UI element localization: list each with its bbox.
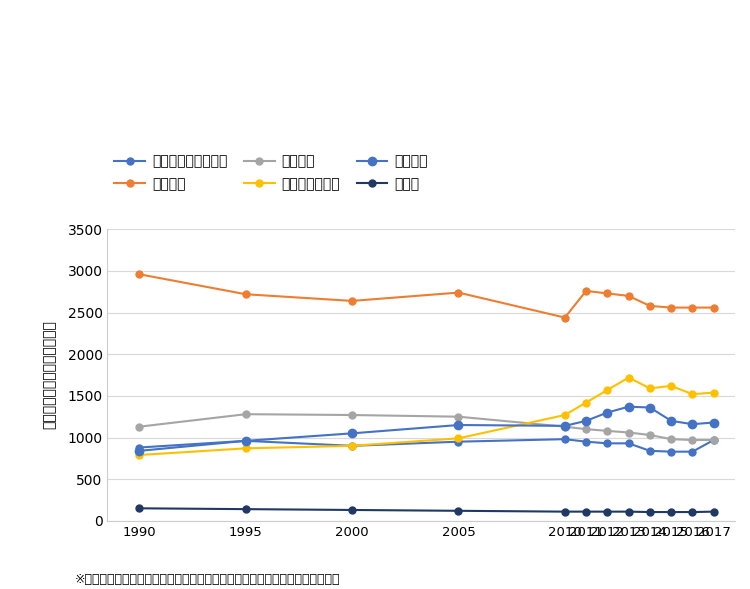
エネルギー転換部門 <box>667 448 676 455</box>
廃棄物 <box>646 508 655 515</box>
家庭部門 <box>646 404 655 411</box>
運輸部門 <box>624 429 633 436</box>
廃棄物 <box>347 507 356 514</box>
Legend: エネルギー転換部門, 産業部門, 運輸部門, 業務その他部門, 家庭部門, 廃棄物: エネルギー転換部門, 産業部門, 運輸部門, 業務その他部門, 家庭部門, 廃棄… <box>115 154 427 191</box>
産業部門 <box>710 304 718 311</box>
家庭部門 <box>710 419 718 426</box>
運輸部門 <box>710 436 718 444</box>
業務その他部門 <box>624 374 633 381</box>
エネルギー転換部門 <box>454 438 463 445</box>
業務その他部門 <box>581 399 590 406</box>
廃棄物 <box>242 505 250 512</box>
廃棄物 <box>688 508 697 515</box>
産業部門 <box>135 271 144 278</box>
廃棄物 <box>560 508 569 515</box>
エネルギー転換部門 <box>603 440 612 447</box>
産業部門 <box>667 304 676 311</box>
運輸部門 <box>242 411 250 418</box>
エネルギー転換部門 <box>242 437 250 444</box>
産業部門 <box>688 304 697 311</box>
業務その他部門 <box>646 385 655 392</box>
家庭部門 <box>688 421 697 428</box>
家庭部門 <box>242 437 250 444</box>
エネルギー転換部門 <box>581 438 590 445</box>
運輸部門 <box>135 423 144 430</box>
業務その他部門 <box>603 386 612 393</box>
廃棄物 <box>581 508 590 515</box>
運輸部門 <box>454 413 463 420</box>
Y-axis label: 二酸化炎素排出量（万トン）: 二酸化炎素排出量（万トン） <box>43 320 56 429</box>
運輸部門 <box>688 436 697 444</box>
廃棄物 <box>710 508 718 515</box>
エネルギー転換部門 <box>135 444 144 451</box>
運輸部門 <box>667 436 676 443</box>
産業部門 <box>646 302 655 309</box>
産業部門 <box>347 297 356 305</box>
産業部門 <box>581 287 590 294</box>
エネルギー転換部門 <box>560 436 569 443</box>
業務その他部門 <box>347 442 356 449</box>
運輸部門 <box>646 432 655 439</box>
Line: エネルギー転換部門: エネルギー転換部門 <box>136 436 717 455</box>
産業部門 <box>603 290 612 297</box>
エネルギー転換部門 <box>624 440 633 447</box>
運輸部門 <box>560 423 569 430</box>
家庭部門 <box>603 409 612 416</box>
業務その他部門 <box>710 389 718 396</box>
産業部門 <box>242 291 250 298</box>
エネルギー転換部門 <box>347 442 356 449</box>
Line: 家庭部門: 家庭部門 <box>135 402 718 455</box>
廃棄物 <box>624 508 633 515</box>
Line: 運輸部門: 運輸部門 <box>136 411 717 444</box>
廃棄物 <box>603 508 612 515</box>
業務その他部門 <box>688 391 697 398</box>
家庭部門 <box>581 418 590 425</box>
エネルギー転換部門 <box>710 436 718 444</box>
廃棄物 <box>135 505 144 512</box>
廃棄物 <box>454 507 463 514</box>
エネルギー転換部門 <box>688 448 697 455</box>
業務その他部門 <box>667 382 676 389</box>
エネルギー転換部門 <box>646 447 655 454</box>
産業部門 <box>454 289 463 296</box>
業務その他部門 <box>135 451 144 458</box>
業務その他部門 <box>242 445 250 452</box>
Line: 廃棄物: 廃棄物 <box>136 505 717 515</box>
家庭部門 <box>454 422 463 429</box>
Line: 産業部門: 産業部門 <box>136 271 717 321</box>
運輸部門 <box>347 412 356 419</box>
産業部門 <box>560 314 569 321</box>
家庭部門 <box>560 422 569 429</box>
運輸部門 <box>581 426 590 433</box>
業務その他部門 <box>560 412 569 419</box>
家庭部門 <box>624 403 633 410</box>
運輸部門 <box>603 427 612 434</box>
家庭部門 <box>667 418 676 425</box>
家庭部門 <box>135 447 144 454</box>
業務その他部門 <box>454 435 463 442</box>
家庭部門 <box>347 430 356 437</box>
Text: ※出典　県内の温室効果ガス排出量推計結果（神奈川県環境計画課）から作成: ※出典 県内の温室効果ガス排出量推計結果（神奈川県環境計画課）から作成 <box>75 573 340 586</box>
産業部門 <box>624 292 633 299</box>
Line: 業務その他部門: 業務その他部門 <box>136 374 717 458</box>
廃棄物 <box>667 508 676 515</box>
